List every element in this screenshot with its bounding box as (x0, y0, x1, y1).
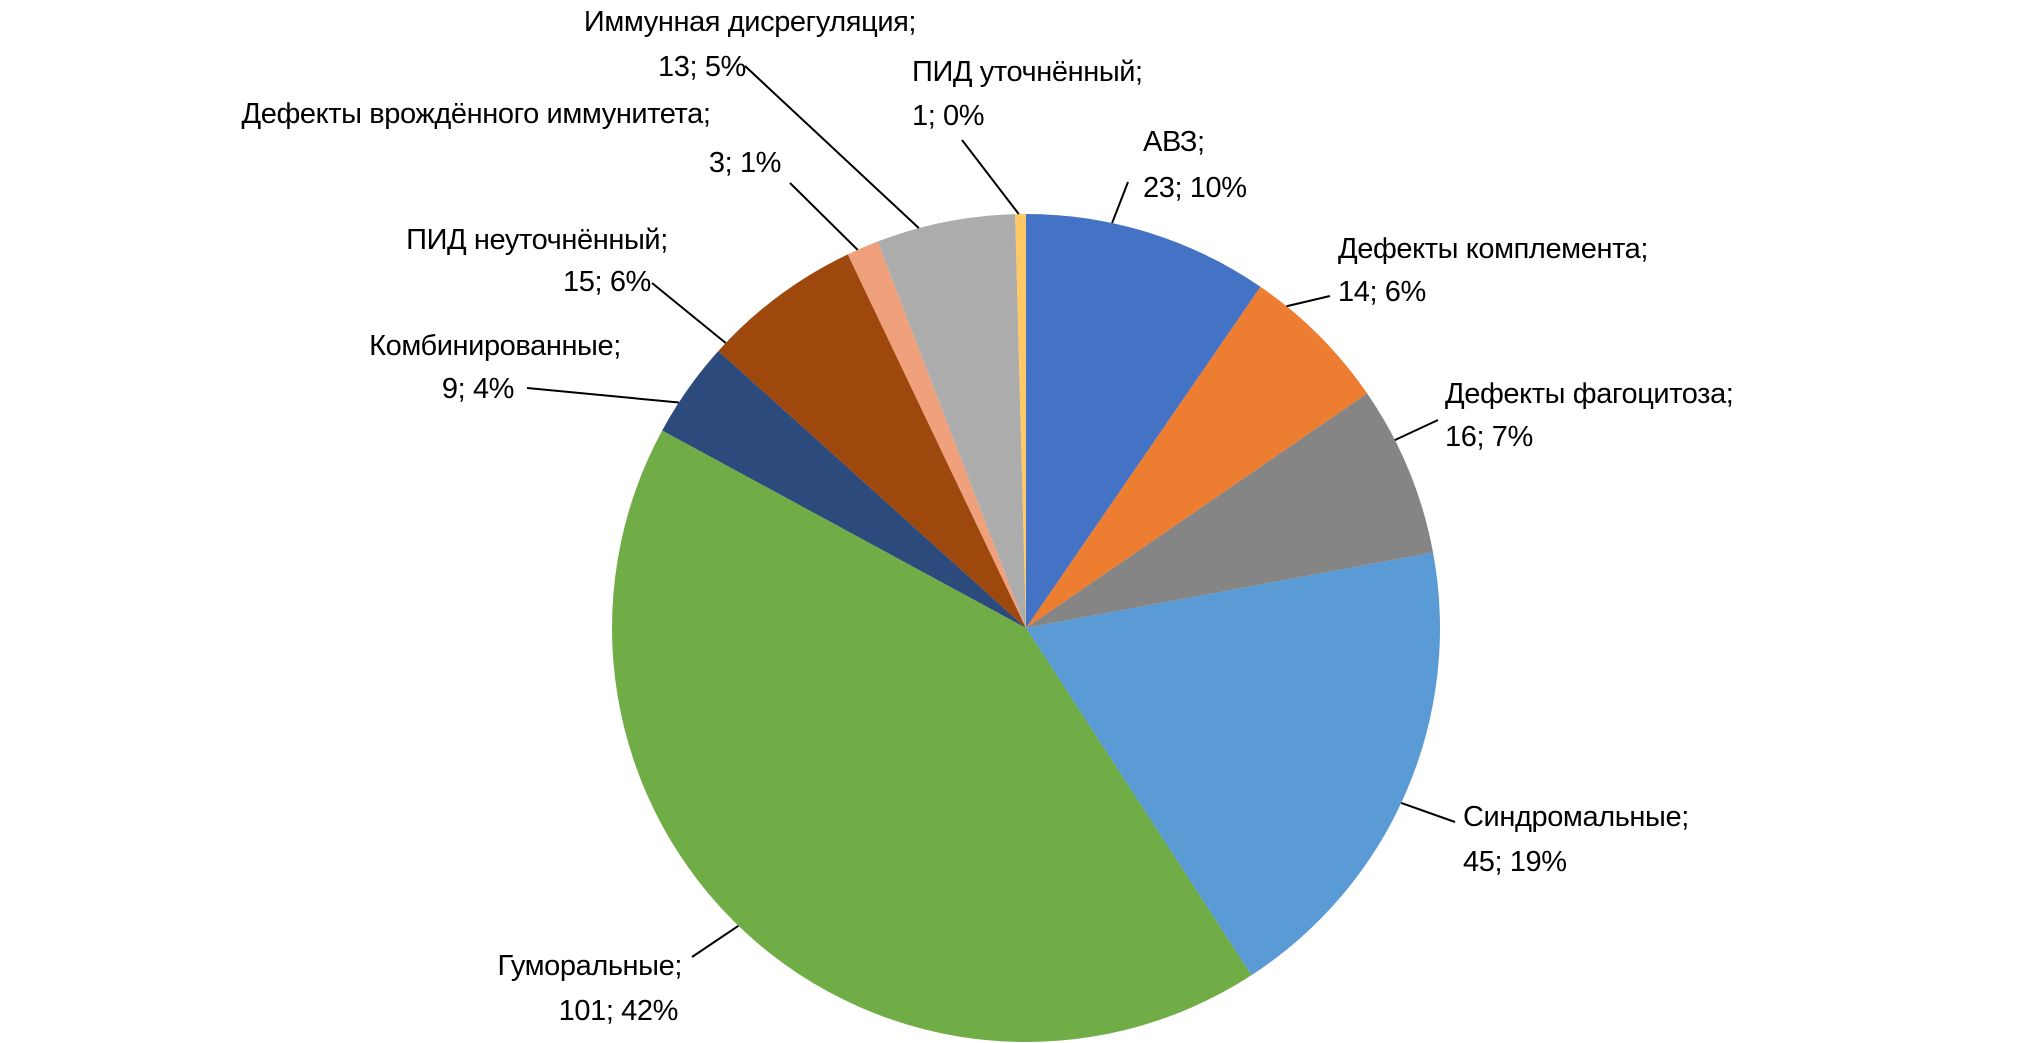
slice-label-4-value: 45; 19% (1463, 846, 1567, 878)
pie-slice-10 (1015, 214, 1026, 628)
slice-label-3-name: Дефекты фагоцитоза; (1445, 378, 1734, 410)
pie-slice-7 (718, 254, 1026, 628)
slice-label-6-name: Комбинированные; (369, 330, 621, 362)
leader-line-1 (1111, 181, 1129, 224)
pie-slice-4 (1026, 552, 1441, 976)
pie-slice-2 (1026, 286, 1368, 628)
leader-line-5 (691, 924, 739, 958)
slice-label-9-value: 13; 5% (658, 51, 746, 83)
pie-slice-8 (847, 241, 1026, 628)
slice-label-10-value: 1; 0% (912, 100, 985, 132)
slice-label-3-value: 16; 7% (1445, 421, 1533, 453)
slice-label-8-name: Дефекты врождённого иммунитета; (241, 98, 711, 130)
slice-label-5-value: 101; 42% (558, 995, 679, 1027)
slice-label-7-value: 15; 6% (563, 266, 651, 298)
leader-line-4 (1400, 802, 1456, 823)
pie-slice-5 (612, 430, 1252, 1042)
slice-label-2-value: 14; 6% (1338, 276, 1426, 308)
slice-label-1-value: 23; 10% (1143, 172, 1247, 204)
slice-label-6-value: 9; 4% (441, 373, 515, 405)
slice-label-5-name: Гуморальные; (497, 950, 682, 982)
pie-slice-1 (1026, 214, 1261, 628)
leader-line-10 (961, 139, 1020, 215)
slice-label-1-name: АВЗ; (1143, 126, 1205, 158)
slice-label-7-name: ПИД неуточнённый; (406, 224, 668, 256)
leader-line-2 (1286, 295, 1331, 308)
pie-slice-9 (877, 214, 1026, 628)
slice-label-9-name: Иммунная дисрегуляция; (583, 6, 917, 38)
slice-label-10-name: ПИД уточнённый; (912, 56, 1143, 88)
slice-label-4-name: Синдромальные; (1463, 801, 1689, 833)
slice-label-8-value: 3; 1% (708, 147, 782, 179)
leader-line-8 (789, 182, 859, 251)
pie-slice-6 (662, 350, 1026, 628)
leader-line-3 (1394, 419, 1439, 441)
leader-line-6 (526, 387, 679, 404)
leader-line-7 (651, 282, 727, 344)
leader-line-9 (744, 65, 920, 229)
pie-slice-3 (1026, 393, 1434, 628)
slice-label-2-name: Дефекты комплемента; (1338, 233, 1649, 265)
